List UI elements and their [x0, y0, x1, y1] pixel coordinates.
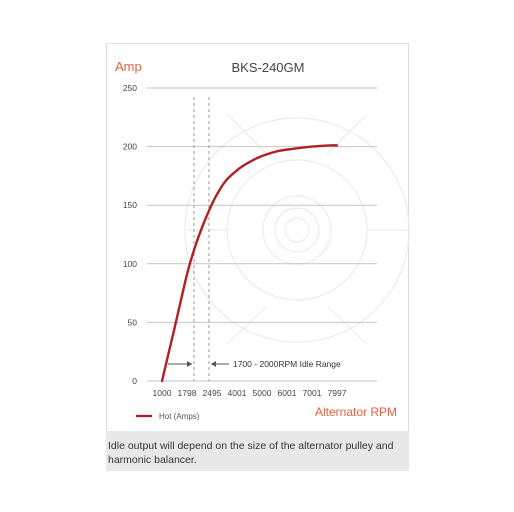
x-axis-label: Alternator RPM — [315, 405, 397, 419]
y-axis-label: Amp — [115, 59, 142, 74]
idle-range-annotation: 1700 - 2000RPM Idle Range — [168, 97, 341, 381]
legend: Hot (Amps) — [136, 412, 200, 421]
y-tick-label: 250 — [123, 83, 137, 93]
x-tick-label: 6001 — [278, 388, 297, 398]
grid-lines — [147, 87, 377, 382]
legend-label: Hot (Amps) — [159, 412, 200, 421]
idle-arrowhead-right — [211, 361, 216, 367]
chart-caption: Idle output will depend on the size of t… — [106, 431, 409, 471]
x-tick-label: 2495 — [203, 388, 222, 398]
y-tick-label: 150 — [123, 200, 137, 210]
y-tick-label: 200 — [123, 142, 137, 152]
chart-svg: 0 50 100 150 200 250 1000 1798 2495 4001 5000 6001… — [115, 59, 410, 421]
idle-range-label: 1700 - 2000RPM Idle Range — [233, 359, 341, 369]
chart-title: BKS-240GM — [232, 60, 305, 75]
x-tick-label: 1798 — [178, 388, 197, 398]
x-tick-label: 7001 — [303, 388, 322, 398]
x-tick-label: 7997 — [328, 388, 347, 398]
chart-card: 0 50 100 150 200 250 1000 1798 2495 4001 5000 6001… — [106, 43, 410, 471]
x-tick-label: 1000 — [153, 388, 172, 398]
y-tick-label: 0 — [132, 376, 137, 386]
y-tick-labels: 0 50 100 150 200 250 — [123, 83, 137, 386]
x-tick-label: 4001 — [228, 388, 247, 398]
y-tick-label: 50 — [128, 317, 138, 327]
x-tick-labels: 1000 1798 2495 4001 5000 6001 7001 7997 — [153, 388, 347, 398]
x-tick-label: 5000 — [253, 388, 272, 398]
series-line-hot-amps — [160, 144, 339, 383]
background-alternator-graphic — [184, 113, 410, 345]
y-tick-label: 100 — [123, 259, 137, 269]
idle-arrowhead-left — [187, 361, 192, 367]
